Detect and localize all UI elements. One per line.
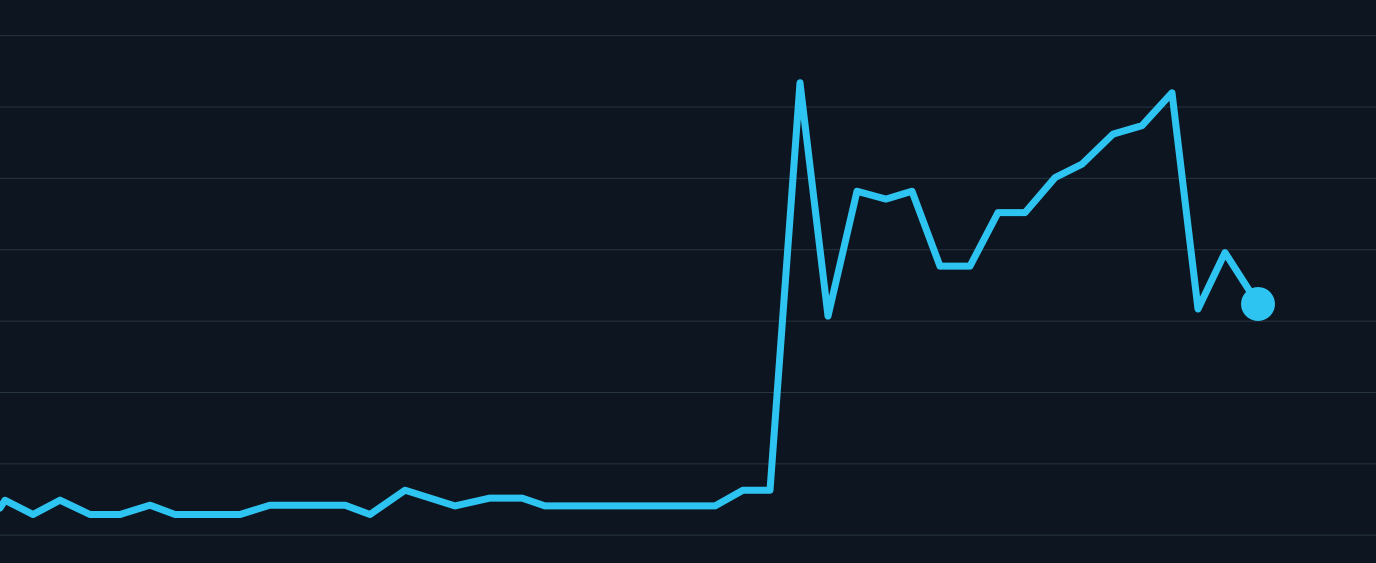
line [0, 79, 1262, 518]
end-marker [1241, 286, 1275, 321]
